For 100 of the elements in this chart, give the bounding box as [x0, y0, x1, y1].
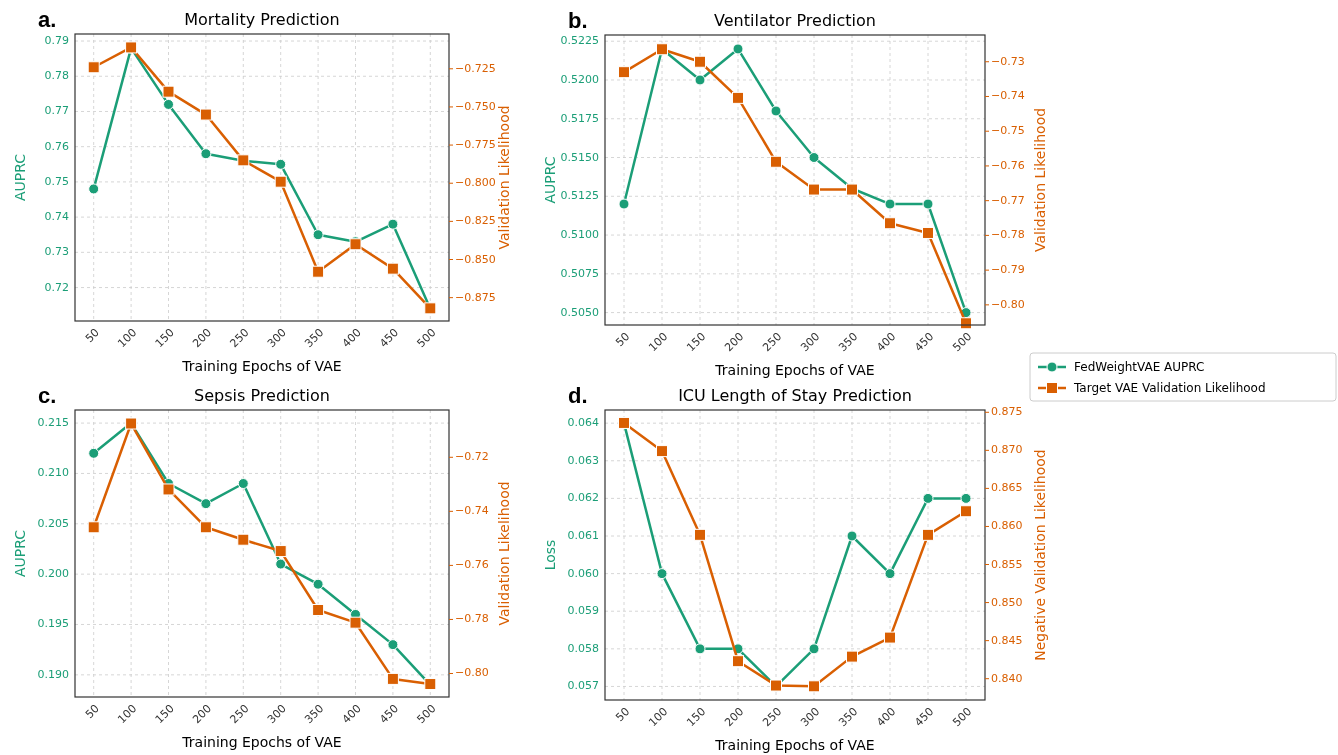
y2-tick-label: 0.845	[991, 633, 1023, 647]
text: a.	[38, 7, 57, 32]
x-tick-label: 50	[613, 705, 633, 725]
point	[808, 183, 820, 196]
y-tick-label: 0.5050	[560, 305, 599, 319]
y-tick-label: 0.74	[44, 210, 69, 224]
point	[618, 66, 630, 79]
x-tick-label: 300	[264, 326, 289, 351]
y-tick-label: 0.5175	[560, 111, 599, 125]
point	[656, 445, 668, 458]
point	[274, 545, 287, 558]
y-tick-label: 0.5125	[560, 189, 599, 203]
y2-tick-label: −0.850	[455, 252, 496, 266]
point	[200, 498, 212, 510]
y2-tick-label: −0.72	[455, 450, 489, 464]
chart-title: Ventilator Prediction	[714, 11, 876, 30]
x-tick-label: 350	[302, 326, 327, 351]
point	[312, 578, 324, 590]
point	[884, 217, 896, 230]
point	[732, 91, 744, 104]
y2-axis-title: Validation Likelihood	[496, 481, 512, 626]
x-tick-label: 350	[302, 702, 327, 727]
point	[386, 672, 399, 685]
point	[808, 680, 820, 693]
point	[884, 568, 896, 580]
y2-tick-label: −0.79	[991, 263, 1025, 277]
y-tick-label: 0.77	[44, 104, 69, 118]
y-tick-label: 0.195	[37, 617, 69, 631]
point	[162, 85, 175, 98]
point	[199, 108, 212, 121]
point	[922, 226, 934, 239]
point	[349, 616, 362, 629]
point	[960, 505, 972, 518]
point	[274, 175, 287, 188]
x-tick-label: 400	[339, 702, 364, 727]
y-axis-title: AUPRC	[542, 156, 558, 204]
point	[960, 492, 972, 504]
point	[387, 218, 399, 230]
y2-tick-label: 0.865	[991, 481, 1023, 495]
y-tick-label: 0.75	[44, 174, 69, 188]
y-tick-label: 0.5200	[560, 72, 599, 86]
x-tick-label: 450	[377, 326, 402, 351]
y-axis-title: Loss	[542, 539, 558, 571]
point	[87, 521, 100, 534]
text: b.	[568, 8, 588, 33]
y2-tick-label: 0.855	[991, 557, 1023, 571]
y-tick-label: 0.057	[567, 679, 599, 693]
x-tick-label: 250	[227, 702, 252, 727]
chart-title: Mortality Prediction	[184, 10, 340, 29]
y-tick-label: 0.76	[44, 139, 69, 153]
point	[694, 528, 706, 541]
y2-tick-label: −0.800	[455, 176, 496, 190]
point	[88, 447, 100, 459]
x-tick-label: 50	[613, 330, 633, 350]
y-tick-label: 0.064	[567, 416, 599, 430]
point	[922, 528, 934, 541]
y2-axis-title: Negative Validation Likelihood	[1032, 449, 1048, 661]
chart-title: ICU Length of Stay Prediction	[678, 386, 912, 405]
y-tick-label: 0.058	[567, 641, 599, 655]
x-tick-label: 400	[874, 705, 899, 730]
y2-tick-label: −0.750	[455, 99, 496, 113]
y2-tick-label: 0.860	[991, 519, 1023, 533]
y2-tick-label: −0.76	[455, 558, 489, 572]
point	[884, 198, 896, 210]
y2-tick-label: −0.78	[991, 228, 1025, 242]
y-axis-title: AUPRC	[12, 529, 28, 578]
x-tick-label: 150	[684, 705, 709, 730]
x-axis-title: Training Epochs of VAE	[181, 358, 342, 374]
point	[387, 639, 399, 651]
x-axis-title: Training Epochs of VAE	[181, 734, 342, 750]
x-tick-label: 100	[115, 326, 140, 351]
x-axis-title: Training Epochs of VAE	[714, 737, 875, 753]
x-tick-label: 400	[874, 330, 899, 355]
x-tick-label: 450	[377, 702, 402, 727]
y2-tick-label: 0.840	[991, 671, 1023, 685]
x-tick-label: 500	[414, 326, 439, 351]
y2-tick-label: −0.725	[455, 61, 496, 75]
point	[275, 558, 287, 570]
x-tick-label: 450	[912, 705, 937, 730]
y2-tick-label: −0.80	[455, 666, 489, 680]
text: d.	[568, 383, 588, 408]
y2-axis-title: Validation Likelihood	[1032, 107, 1048, 253]
point	[312, 229, 324, 241]
x-tick-label: 150	[684, 330, 709, 355]
point	[846, 650, 858, 663]
y-tick-label: 0.73	[44, 245, 69, 259]
y-tick-label: 0.063	[567, 453, 599, 467]
y2-tick-label: −0.78	[455, 612, 489, 626]
y2-axis-title: Validation Likelihood	[496, 105, 512, 250]
x-axis-title: Training Epochs of VAE	[714, 362, 875, 378]
point	[884, 631, 896, 644]
point	[87, 61, 100, 74]
x-tick-label: 100	[115, 702, 140, 727]
y2-tick-label: −0.76	[991, 158, 1025, 172]
y-tick-label: 0.200	[37, 567, 69, 581]
legend-label: Target VAE Validation Likelihood	[1073, 381, 1266, 395]
point	[162, 483, 175, 496]
y-axis-title: AUPRC	[12, 153, 28, 202]
point	[732, 43, 744, 55]
y-tick-label: 0.78	[44, 69, 69, 83]
